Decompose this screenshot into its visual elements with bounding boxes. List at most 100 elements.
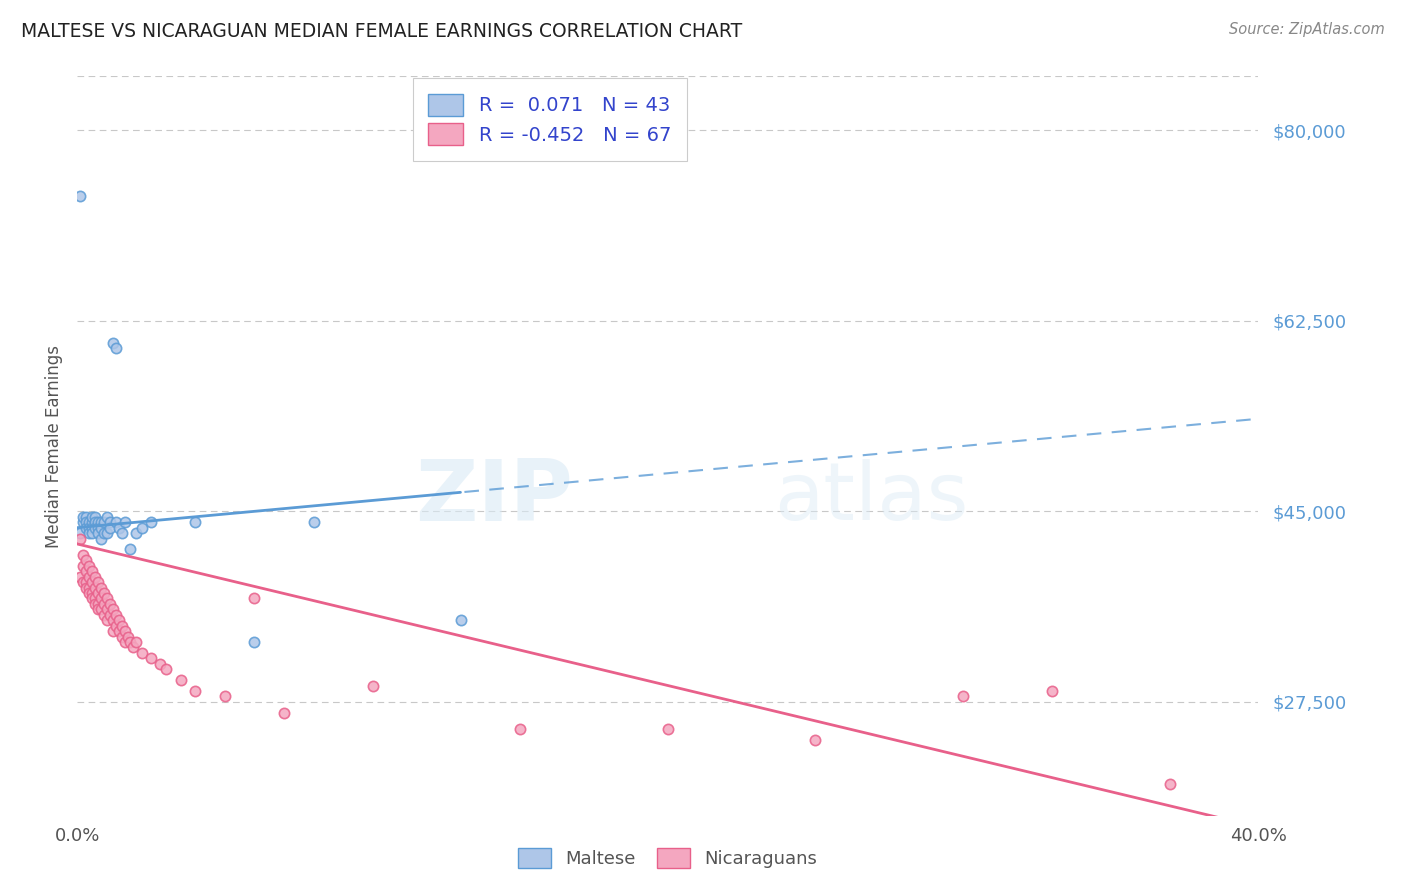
Point xyxy=(77,515,100,529)
Point xyxy=(509,722,531,736)
Point xyxy=(84,515,107,529)
Point xyxy=(72,515,94,529)
Point xyxy=(243,591,266,606)
Point xyxy=(82,515,104,529)
Point xyxy=(104,618,127,632)
Point xyxy=(149,657,172,671)
Point xyxy=(72,548,94,562)
Point xyxy=(98,521,121,535)
Point xyxy=(69,188,91,202)
Point xyxy=(114,624,136,639)
Point xyxy=(111,630,132,644)
Point xyxy=(952,690,974,704)
Point xyxy=(90,532,112,546)
Point xyxy=(84,509,107,524)
Point xyxy=(77,526,100,541)
Point xyxy=(82,526,104,541)
Point xyxy=(84,597,107,611)
Point xyxy=(111,526,132,541)
Point xyxy=(84,569,107,583)
Point xyxy=(120,542,142,557)
Point xyxy=(1040,684,1063,698)
Point xyxy=(170,673,193,687)
Point xyxy=(361,679,384,693)
Point xyxy=(101,602,124,616)
Point xyxy=(141,515,163,529)
Point xyxy=(98,607,121,622)
Point xyxy=(184,515,207,529)
Point xyxy=(77,569,100,583)
Point xyxy=(72,509,94,524)
Legend: Maltese, Nicaraguans: Maltese, Nicaraguans xyxy=(509,838,827,878)
Point xyxy=(125,635,148,649)
Point xyxy=(90,602,112,616)
Point xyxy=(101,613,124,627)
Point xyxy=(131,646,153,660)
Point xyxy=(82,586,104,600)
Point xyxy=(82,564,104,578)
Point xyxy=(84,591,107,606)
Point xyxy=(120,635,142,649)
Point xyxy=(75,575,97,590)
Point xyxy=(104,607,127,622)
Point xyxy=(87,526,110,541)
Point xyxy=(87,586,110,600)
Point xyxy=(96,526,118,541)
Point xyxy=(141,651,163,665)
Point xyxy=(96,613,118,627)
Text: Source: ZipAtlas.com: Source: ZipAtlas.com xyxy=(1229,22,1385,37)
Point xyxy=(804,733,827,747)
Point xyxy=(104,341,127,355)
Point xyxy=(155,662,177,676)
Point xyxy=(87,521,110,535)
Point xyxy=(98,597,121,611)
Point xyxy=(114,515,136,529)
Point xyxy=(122,640,145,655)
Point xyxy=(77,521,100,535)
Point xyxy=(82,521,104,535)
Point xyxy=(82,509,104,524)
Point xyxy=(75,553,97,567)
Point xyxy=(101,624,124,639)
Point xyxy=(75,509,97,524)
Point xyxy=(114,635,136,649)
Point xyxy=(69,526,91,541)
Point xyxy=(87,575,110,590)
Point xyxy=(69,532,91,546)
Point xyxy=(657,722,679,736)
Point xyxy=(90,521,112,535)
Point xyxy=(77,586,100,600)
Point xyxy=(77,581,100,595)
Point xyxy=(184,684,207,698)
Point xyxy=(96,509,118,524)
Point xyxy=(243,635,266,649)
Text: MALTESE VS NICARAGUAN MEDIAN FEMALE EARNINGS CORRELATION CHART: MALTESE VS NICARAGUAN MEDIAN FEMALE EARN… xyxy=(21,22,742,41)
Point xyxy=(96,591,118,606)
Point xyxy=(90,515,112,529)
Point xyxy=(96,602,118,616)
Point xyxy=(75,521,97,535)
Point xyxy=(77,558,100,573)
Point xyxy=(75,581,97,595)
Point xyxy=(82,575,104,590)
Point xyxy=(107,613,129,627)
Point xyxy=(72,558,94,573)
Point xyxy=(131,521,153,535)
Point xyxy=(450,613,472,627)
Point xyxy=(82,591,104,606)
Point xyxy=(93,607,115,622)
Point xyxy=(125,526,148,541)
Point xyxy=(93,515,115,529)
Text: atlas: atlas xyxy=(775,458,969,537)
Point xyxy=(75,515,97,529)
Point xyxy=(87,515,110,529)
Point xyxy=(90,581,112,595)
Point xyxy=(87,602,110,616)
Point xyxy=(1159,776,1181,790)
Point xyxy=(72,575,94,590)
Point xyxy=(75,564,97,578)
Point xyxy=(214,690,236,704)
Point xyxy=(107,624,129,639)
Text: ZIP: ZIP xyxy=(416,457,574,540)
Point xyxy=(98,515,121,529)
